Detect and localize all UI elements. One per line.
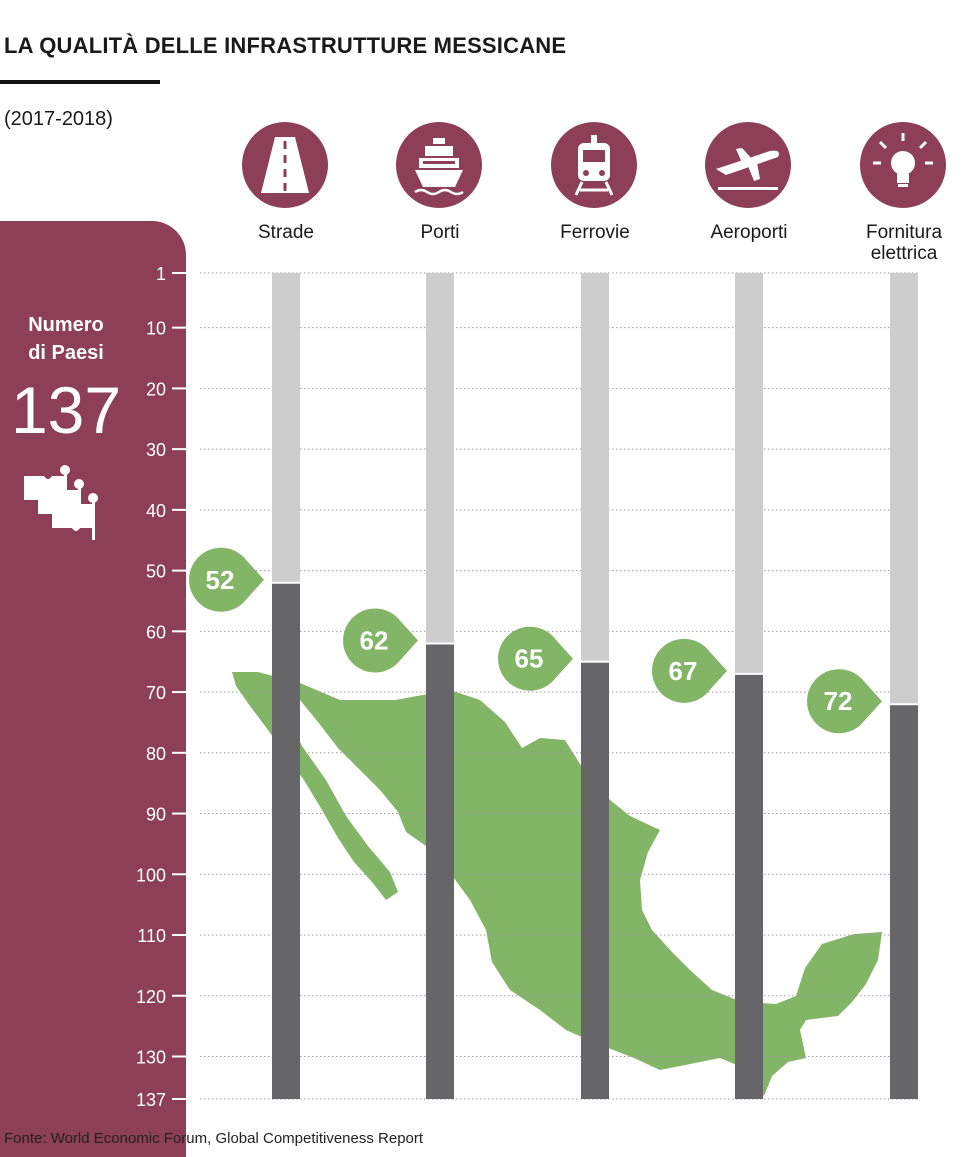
countries-label-line2: di Paesi [28, 342, 104, 364]
countries-label-line1: Numero [28, 314, 104, 336]
flags-icon [22, 462, 106, 547]
train-icon [551, 122, 637, 208]
y-tick-label: 40 [146, 501, 166, 521]
y-tick-label: 1 [156, 264, 166, 284]
category-label: Aeroporti [710, 222, 787, 243]
value-label: 67 [669, 656, 698, 686]
bar [890, 705, 918, 1099]
y-tick-label: 10 [146, 319, 166, 339]
value-badge [343, 608, 418, 673]
category-label: Fornitura [866, 222, 942, 243]
bar [735, 674, 763, 1099]
bar-track [890, 273, 918, 704]
title-underline [0, 80, 160, 84]
countries-label: Numero di Paesi [0, 311, 132, 367]
bar [426, 644, 454, 1099]
value-label: 52 [206, 565, 235, 595]
y-tick-label: 50 [146, 562, 166, 582]
value-badge [498, 626, 573, 691]
y-tick-label: 70 [146, 683, 166, 703]
value-badge [189, 547, 264, 612]
bar-track [581, 273, 609, 661]
bar [272, 583, 300, 1099]
airplane-icon [705, 122, 791, 208]
value-label: 72 [824, 686, 853, 716]
value-label: 65 [515, 644, 544, 674]
countries-panel [0, 221, 186, 1157]
source-note: Fonte: World Economic Forum, Global Comp… [4, 1130, 424, 1147]
bar-track [426, 273, 454, 643]
y-tick-label: 100 [136, 865, 166, 885]
y-tick-label: 120 [136, 987, 166, 1007]
y-tick-label: 30 [146, 440, 166, 460]
lightbulb-icon [860, 122, 946, 208]
value-badge [652, 638, 727, 703]
chart-subtitle: (2017-2018) [4, 108, 113, 130]
y-tick-label: 90 [146, 805, 166, 825]
road-icon [242, 122, 328, 208]
countries-count: 137 [10, 373, 122, 447]
category-label: elettrica [871, 243, 938, 264]
y-tick-label: 60 [146, 622, 166, 642]
bar-track [735, 273, 763, 673]
category-label: Porti [420, 222, 459, 243]
category-label: Ferrovie [560, 222, 630, 243]
y-tick-label: 80 [146, 744, 166, 764]
mexico-map [232, 672, 882, 1096]
ship-icon [396, 122, 482, 208]
bar-track [272, 273, 300, 582]
y-tick-label: 137 [136, 1090, 166, 1110]
y-tick-label: 20 [146, 379, 166, 399]
value-label: 62 [360, 625, 389, 655]
y-tick-label: 130 [136, 1047, 166, 1067]
chart-title: LA QUALITÀ DELLE INFRASTRUTTURE MESSICAN… [4, 33, 567, 58]
bar [581, 662, 609, 1099]
y-tick-label: 110 [137, 926, 166, 946]
category-label: Strade [258, 222, 314, 243]
value-badge [807, 669, 882, 734]
